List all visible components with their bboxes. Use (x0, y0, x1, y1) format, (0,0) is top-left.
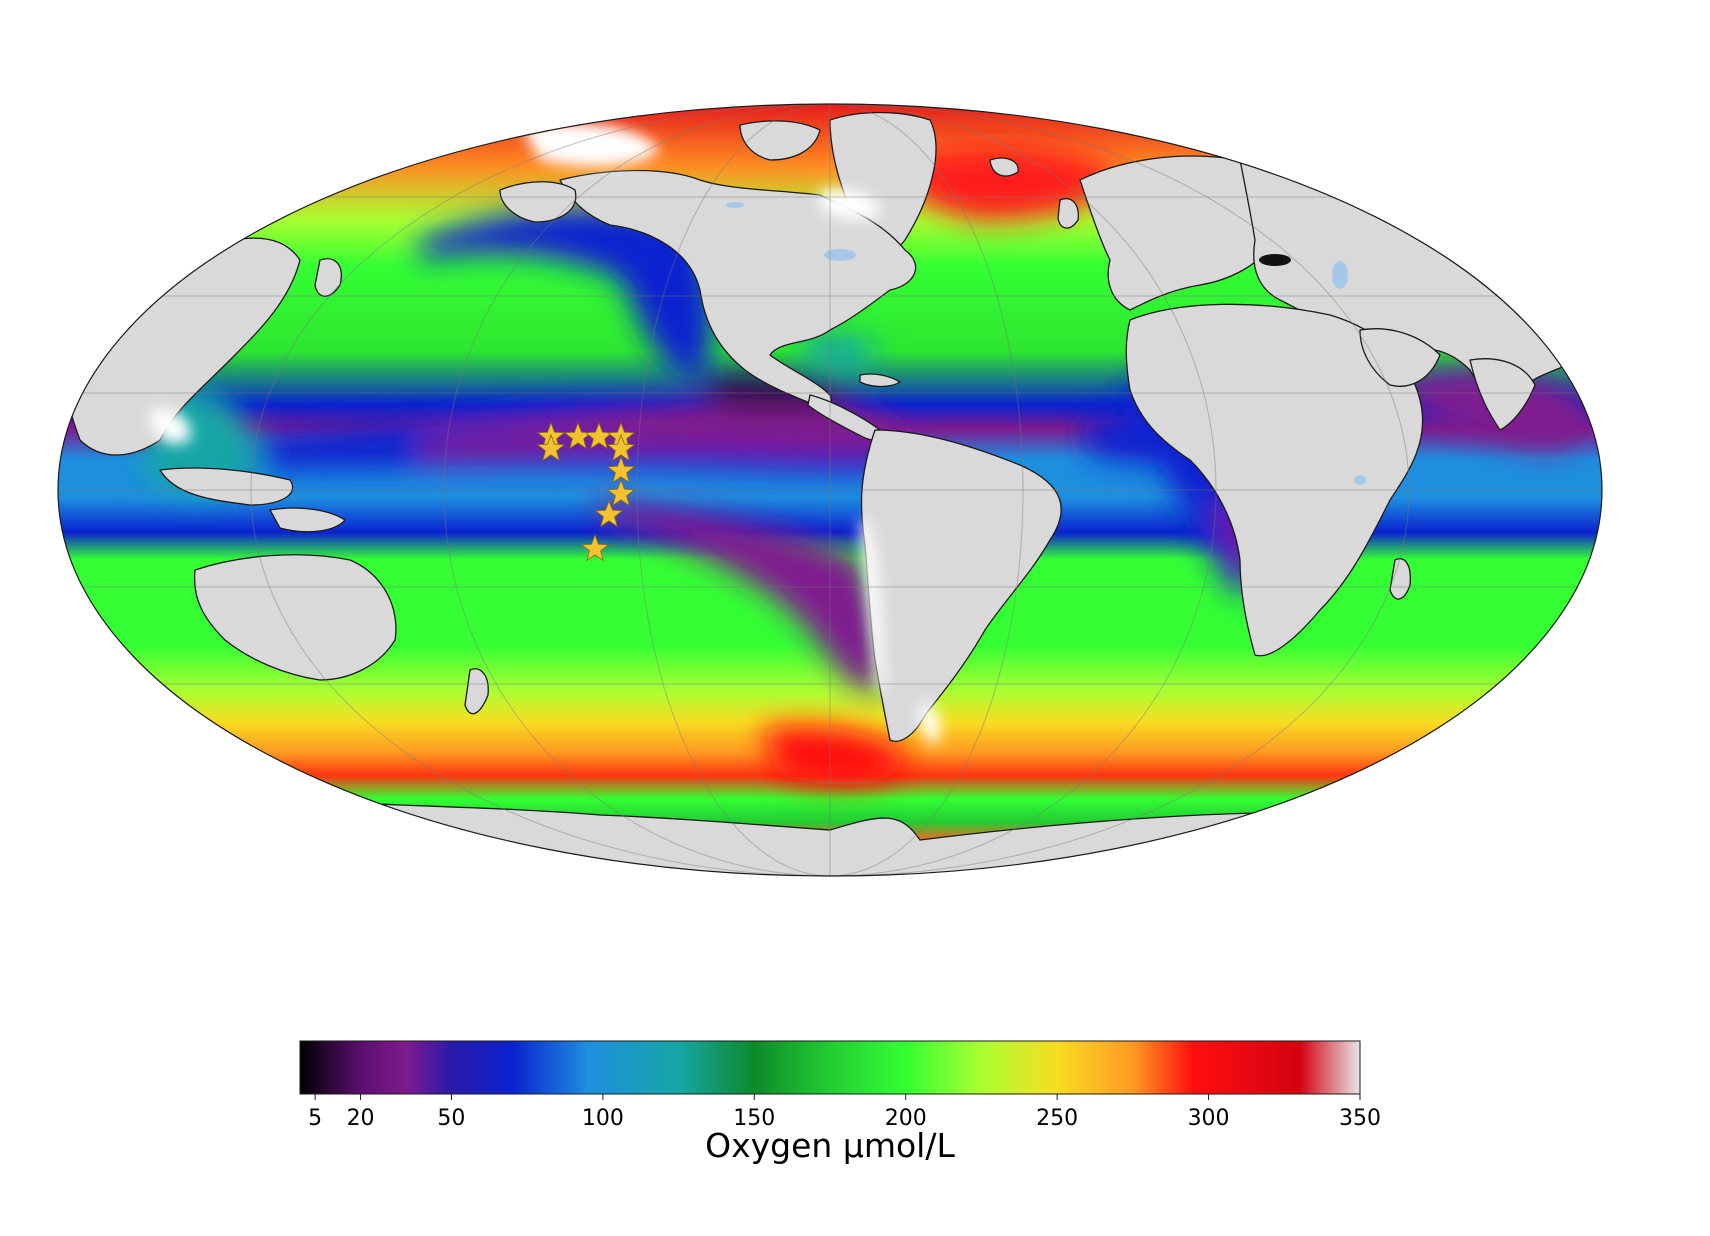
graticule (58, 104, 1602, 876)
colorbar-tick-label: 20 (347, 1106, 375, 1131)
lake-baikal (1430, 212, 1450, 218)
caribbean-islands (859, 373, 901, 388)
alaska (499, 181, 577, 223)
colorbar-label: Oxygen µmol/L (705, 1126, 955, 1165)
maritime-continent (159, 467, 294, 506)
colorbar-tick-label: 300 (1188, 1106, 1230, 1131)
arabian-peninsula (1359, 328, 1441, 387)
north-pacific-blue-rim (420, 206, 714, 380)
globe-outline (57, 103, 1603, 877)
caspian-sea (1332, 261, 1348, 289)
colorbar: 5 20 50 100 150 200 250 300 350 Oxygen µmol/L (299, 1040, 1381, 1165)
canadian-archipelago (739, 120, 821, 161)
globe (58, 104, 1602, 876)
colorbar-tick-label: 350 (1339, 1106, 1381, 1131)
meridian-line (636, 104, 1024, 876)
no-data-peru-coast (860, 520, 885, 690)
star-icon (606, 455, 636, 484)
europe (1079, 155, 1277, 311)
no-data-patagonia (919, 700, 941, 745)
colorbar-bar (299, 1040, 1361, 1095)
station-markers (536, 421, 636, 562)
japan (314, 258, 342, 297)
colorbar-tick-label: 50 (437, 1106, 465, 1131)
colorbar-tick-label: 100 (582, 1106, 624, 1131)
new-zealand (464, 668, 489, 715)
africa (1125, 303, 1424, 657)
colorbar-tick-label: 250 (1036, 1106, 1078, 1131)
no-data-arctic (520, 122, 660, 167)
no-data-patches (150, 122, 941, 745)
great-lakes (824, 249, 856, 261)
lake-victoria (1354, 475, 1366, 485)
star-icon (606, 433, 636, 462)
india (1469, 358, 1536, 431)
star-icon (606, 478, 636, 507)
australia (193, 554, 397, 681)
colorbar-tick-label: 150 (733, 1106, 775, 1131)
black-sea (1259, 254, 1291, 266)
iceland (989, 157, 1019, 177)
no-data-hudson (820, 188, 880, 221)
meridian-line (250, 104, 1410, 876)
north-america (559, 169, 917, 408)
colorbar-tick-label: 200 (885, 1106, 927, 1131)
gulf-of-mexico-teal (800, 334, 880, 370)
drake-passage-high (760, 726, 910, 785)
colorbar-ticks: 5 20 50 100 150 200 250 300 350 (308, 1094, 1381, 1131)
british-isles (1057, 198, 1079, 229)
colorbar-tick-label: 5 (308, 1106, 322, 1131)
pacific-omz-south (600, 500, 882, 692)
great-slave-lake (726, 202, 744, 208)
star-icon (536, 433, 566, 462)
new-guinea (269, 507, 346, 533)
madagascar (1389, 558, 1411, 600)
star-icon (580, 533, 610, 562)
meridian-line (443, 104, 1217, 876)
no-data-maritime (150, 409, 191, 444)
star-icon (594, 499, 624, 528)
lakes (726, 202, 1450, 485)
